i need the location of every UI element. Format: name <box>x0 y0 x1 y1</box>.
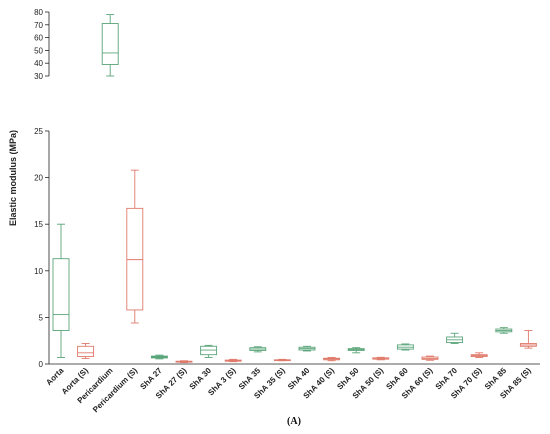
box-iqr <box>126 207 144 311</box>
box-18 <box>495 327 513 334</box>
box-iqr <box>52 258 70 331</box>
box-iqr <box>200 345 218 356</box>
upper-y-axis: 30 40 50 60 70 80 <box>34 8 50 81</box>
box-5 <box>175 360 193 364</box>
box-14 <box>396 343 414 351</box>
category-label: Pericardium (S) <box>91 366 139 414</box>
lower-tick-label: 0 <box>39 360 44 369</box>
lower-tick-label: 15 <box>34 220 43 229</box>
box-17 <box>470 352 488 358</box>
y-axis-label: Elastic modulus (MPa) <box>8 130 18 226</box>
box-7 <box>224 358 242 363</box>
box-16 <box>446 332 464 344</box>
box-0 <box>52 223 70 358</box>
lower-tick-label: 25 <box>34 127 43 136</box>
box-8 <box>249 346 267 353</box>
category-label: Aorta <box>44 366 66 388</box>
lower-tick-label: 5 <box>39 313 44 322</box>
box-13 <box>372 356 390 361</box>
upper-tick-label: 60 <box>34 34 43 43</box>
box-9 <box>273 358 291 362</box>
lower-tick-label: 20 <box>34 174 43 183</box>
upper-tick-label: 50 <box>34 46 43 55</box>
upper-tick-label: 70 <box>34 21 43 30</box>
box-4 <box>150 354 168 360</box>
box-series <box>52 14 537 364</box>
box-iqr <box>77 345 95 357</box>
box-15 <box>421 355 439 361</box>
box-10 <box>298 345 316 352</box>
box-2 <box>101 14 119 77</box>
box-6 <box>200 344 218 358</box>
box-11 <box>323 357 341 362</box>
box-iqr <box>101 23 119 65</box>
upper-tick-label: 40 <box>34 59 43 68</box>
upper-tick-label: 80 <box>34 8 43 17</box>
box-19 <box>519 329 537 349</box>
panel-label: (A) <box>287 416 301 427</box>
lower-y-axis: 0 5 10 15 20 25 <box>34 127 540 369</box>
box-3 <box>126 169 144 324</box>
box-1 <box>77 343 95 359</box>
upper-tick-label: 30 <box>34 72 43 81</box>
lower-tick-label: 10 <box>34 267 43 276</box>
box-12 <box>347 347 365 354</box>
